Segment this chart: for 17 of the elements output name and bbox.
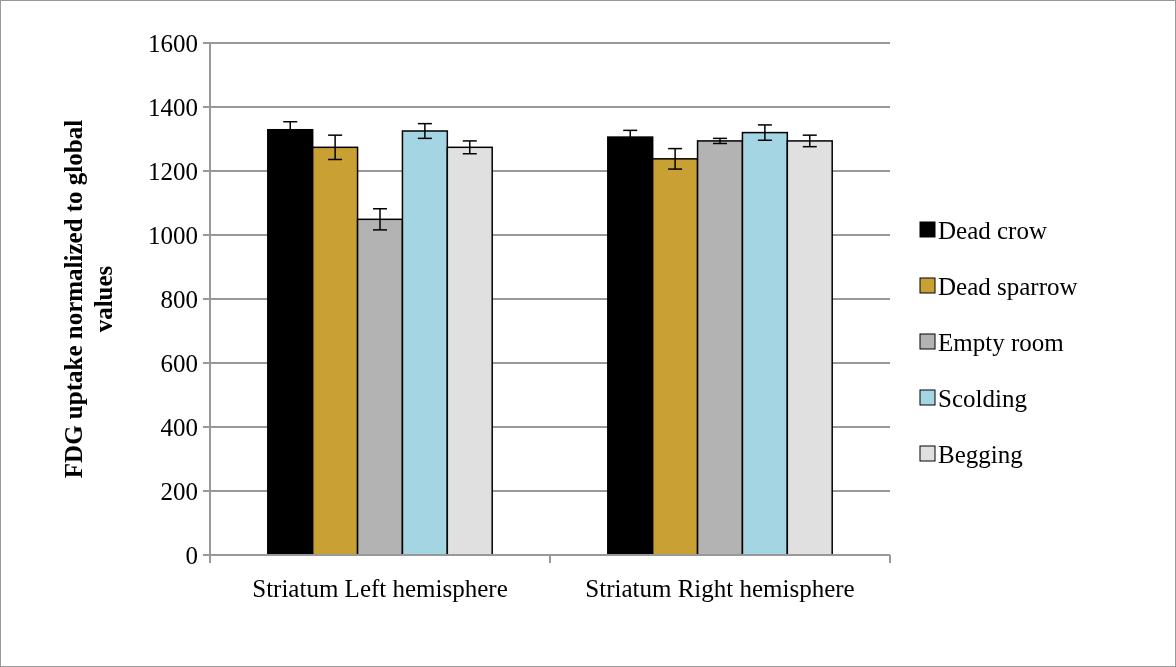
y-tick-label: 0 [185, 541, 198, 569]
y-tick-label: 800 [160, 285, 198, 313]
legend-label: Empty room [938, 328, 1065, 356]
x-tick-label: Striatum Left hemisphere [252, 575, 508, 602]
y-tick-label: 200 [160, 477, 198, 505]
y-tick-label: 1600 [148, 29, 198, 57]
legend-label: Scolding [938, 384, 1028, 412]
legend-label: Dead sparrow [938, 272, 1078, 300]
y-axis-title: FDG uptake normalized to global values [60, 119, 117, 479]
legend-label: Dead crow [938, 216, 1047, 244]
y-tick-label: 1200 [148, 157, 198, 185]
x-tick-label: Striatum Right hemisphere [585, 575, 855, 602]
y-tick-label: 400 [160, 413, 198, 441]
y-tick-label: 1000 [148, 221, 198, 249]
y-tick-label: 600 [160, 349, 198, 377]
legend-label: Begging [938, 440, 1024, 468]
y-tick-label: 1400 [148, 93, 198, 121]
